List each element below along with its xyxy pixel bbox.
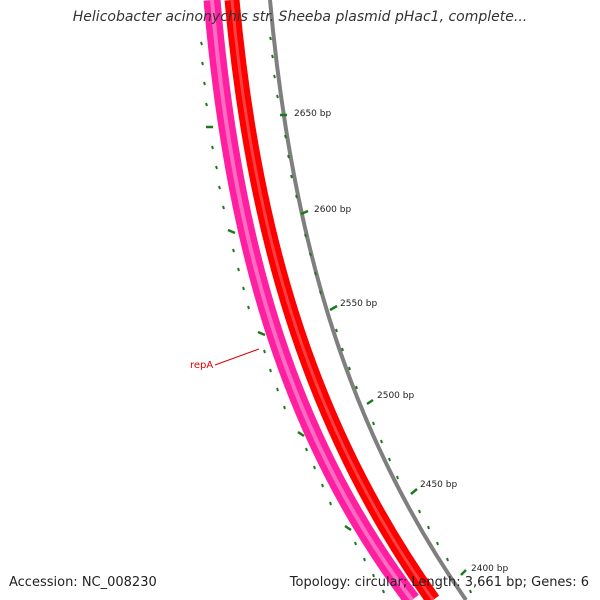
outer-tick-ring <box>269 36 472 594</box>
tick-label-2450: 2450 bp <box>420 480 457 490</box>
tick-label-2500: 2500 bp <box>377 391 414 401</box>
inner-tick-ring <box>200 41 385 594</box>
gene-label-repa[interactable]: repA <box>190 360 213 371</box>
major-tick <box>257 330 266 337</box>
repa-leader-line <box>214 348 260 366</box>
major-tick <box>227 228 236 235</box>
tick-label-2550: 2550 bp <box>340 299 377 309</box>
topology-summary: Topology: circular; Length: 3,661 bp; Ge… <box>289 575 589 590</box>
major-tick <box>344 524 352 532</box>
major-tick <box>300 209 309 216</box>
gene-arc-red-highlight <box>230 0 435 600</box>
tick-label-2650: 2650 bp <box>294 109 331 119</box>
major-tick <box>460 569 467 576</box>
major-tick <box>329 304 338 312</box>
major-tick <box>410 488 418 495</box>
tick-label-2600: 2600 bp <box>314 205 351 215</box>
page-title: Helicobacter acinonychis str. Sheeba pla… <box>72 9 528 25</box>
accession-label: Accession: NC_008230 <box>9 575 157 590</box>
major-tick <box>297 430 305 438</box>
tick-label-2400: 2400 bp <box>471 564 508 574</box>
major-tick <box>366 398 374 406</box>
backbone-track-arc <box>268 0 468 600</box>
gene-arc-repa-highlight <box>210 0 414 600</box>
